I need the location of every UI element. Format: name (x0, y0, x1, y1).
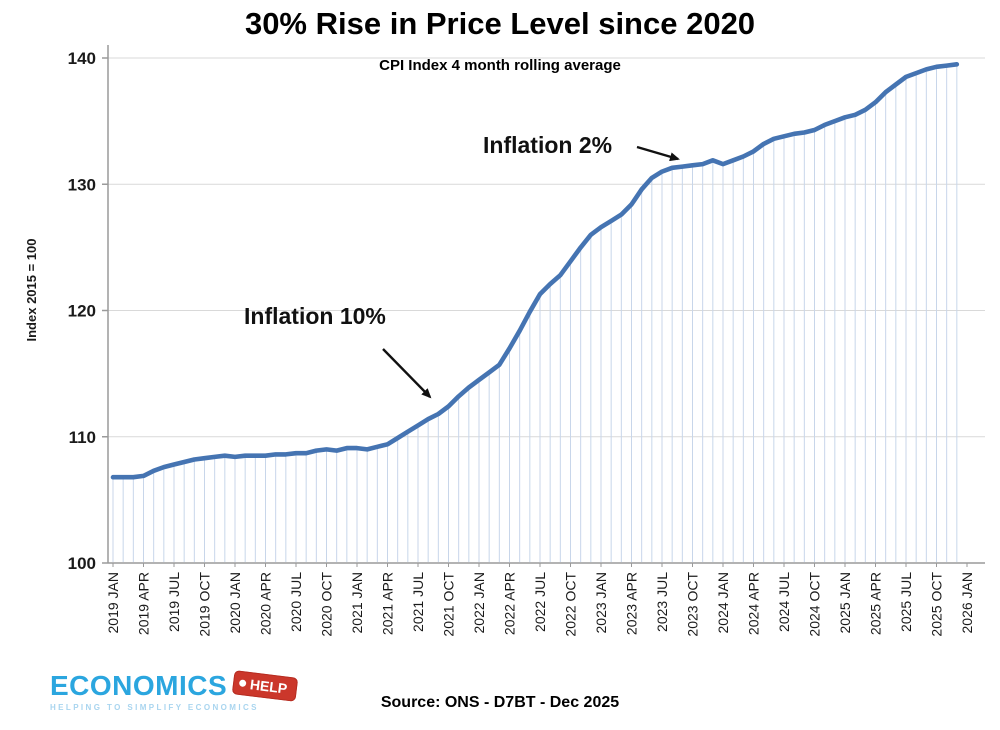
drop-lines (112, 64, 958, 562)
logo-economics-text: ECONOMICS (50, 670, 228, 701)
x-axis-label: 2020 OCT (319, 572, 335, 637)
x-axis-labels: 2019 JAN 2019 APR 2019 JUL 2019 OCT 2020 JAN… (105, 572, 975, 637)
x-axis-label: 2021 APR (380, 572, 396, 635)
x-axis-label: 2025 OCT (929, 572, 945, 637)
x-axis-label: 2021 OCT (441, 572, 457, 637)
tag-hole-icon (238, 679, 247, 688)
gridlines (108, 57, 985, 438)
y-axis-label: 130 (68, 175, 96, 194)
x-axis-label: 2020 JUL (288, 572, 304, 632)
x-axis-label: 2019 JAN (105, 572, 121, 633)
annotation-arrow (382, 348, 432, 399)
x-axis-label: 2022 OCT (563, 572, 579, 637)
x-axis-label: 2025 JAN (837, 572, 853, 633)
x-axis-label: 2025 APR (868, 572, 884, 635)
y-axis-label: 140 (68, 49, 96, 68)
x-axis-label: 2023 JUL (654, 572, 670, 632)
y-axis-label: 120 (68, 302, 96, 321)
x-axis-label: 2022 JAN (471, 572, 487, 633)
x-axis-label: 2021 JUL (410, 572, 426, 632)
source-note: Source: ONS - D7BT - Dec 2025 (380, 694, 620, 711)
x-axis-label: 2023 APR (624, 572, 640, 635)
x-axis-label: 2024 APR (746, 572, 762, 635)
x-axis-label: 2022 APR (502, 572, 518, 635)
axes (102, 45, 985, 567)
y-axis-title: Index 2015 = 100 (24, 239, 39, 342)
y-axis-label: 110 (69, 428, 96, 447)
x-axis-label: 2019 OCT (197, 572, 213, 637)
annotation-arrow (636, 145, 680, 162)
x-axis-label: 2019 JUL (166, 572, 182, 632)
chart-subtitle: CPI Index 4 month rolling average (379, 57, 621, 74)
x-axis-label: 2019 APR (136, 572, 152, 635)
x-axis-label: 2024 JAN (715, 572, 731, 633)
x-axis-label: 2020 APR (258, 572, 274, 635)
x-axis-label: 2026 JAN (959, 572, 975, 633)
x-axis-label: 2025 JUL (898, 572, 914, 632)
x-axis-label: 2024 OCT (807, 572, 823, 637)
x-axis-label: 2021 JAN (349, 572, 365, 633)
chart-title: 30% Rise in Price Level since 2020 (244, 6, 756, 41)
x-axis-label: 2020 JAN (227, 572, 243, 633)
x-axis-label: 2023 JAN (593, 572, 609, 633)
y-axis-label: 100 (68, 554, 96, 573)
y-axis-labels: 100 110 120 130 140 (68, 49, 96, 573)
cpi-line (110, 62, 960, 480)
annotation-text: Inflation 2% (483, 132, 612, 158)
x-axis-label: 2022 JUL (532, 572, 548, 632)
annotation-text: Inflation 10% (244, 303, 386, 329)
logo-tagline: HELPING TO SIMPLIFY ECONOMICS (50, 703, 259, 712)
x-axis-label: 2023 OCT (685, 572, 701, 637)
economics-help-logo: ECONOMICS HELP HELPING TO SIMPLIFY ECONO… (50, 670, 299, 712)
annotations: Inflation 10% Inflation 2% (244, 132, 680, 399)
logo-row: ECONOMICS HELP (50, 670, 299, 702)
x-axis-label: 2024 JUL (776, 572, 792, 632)
